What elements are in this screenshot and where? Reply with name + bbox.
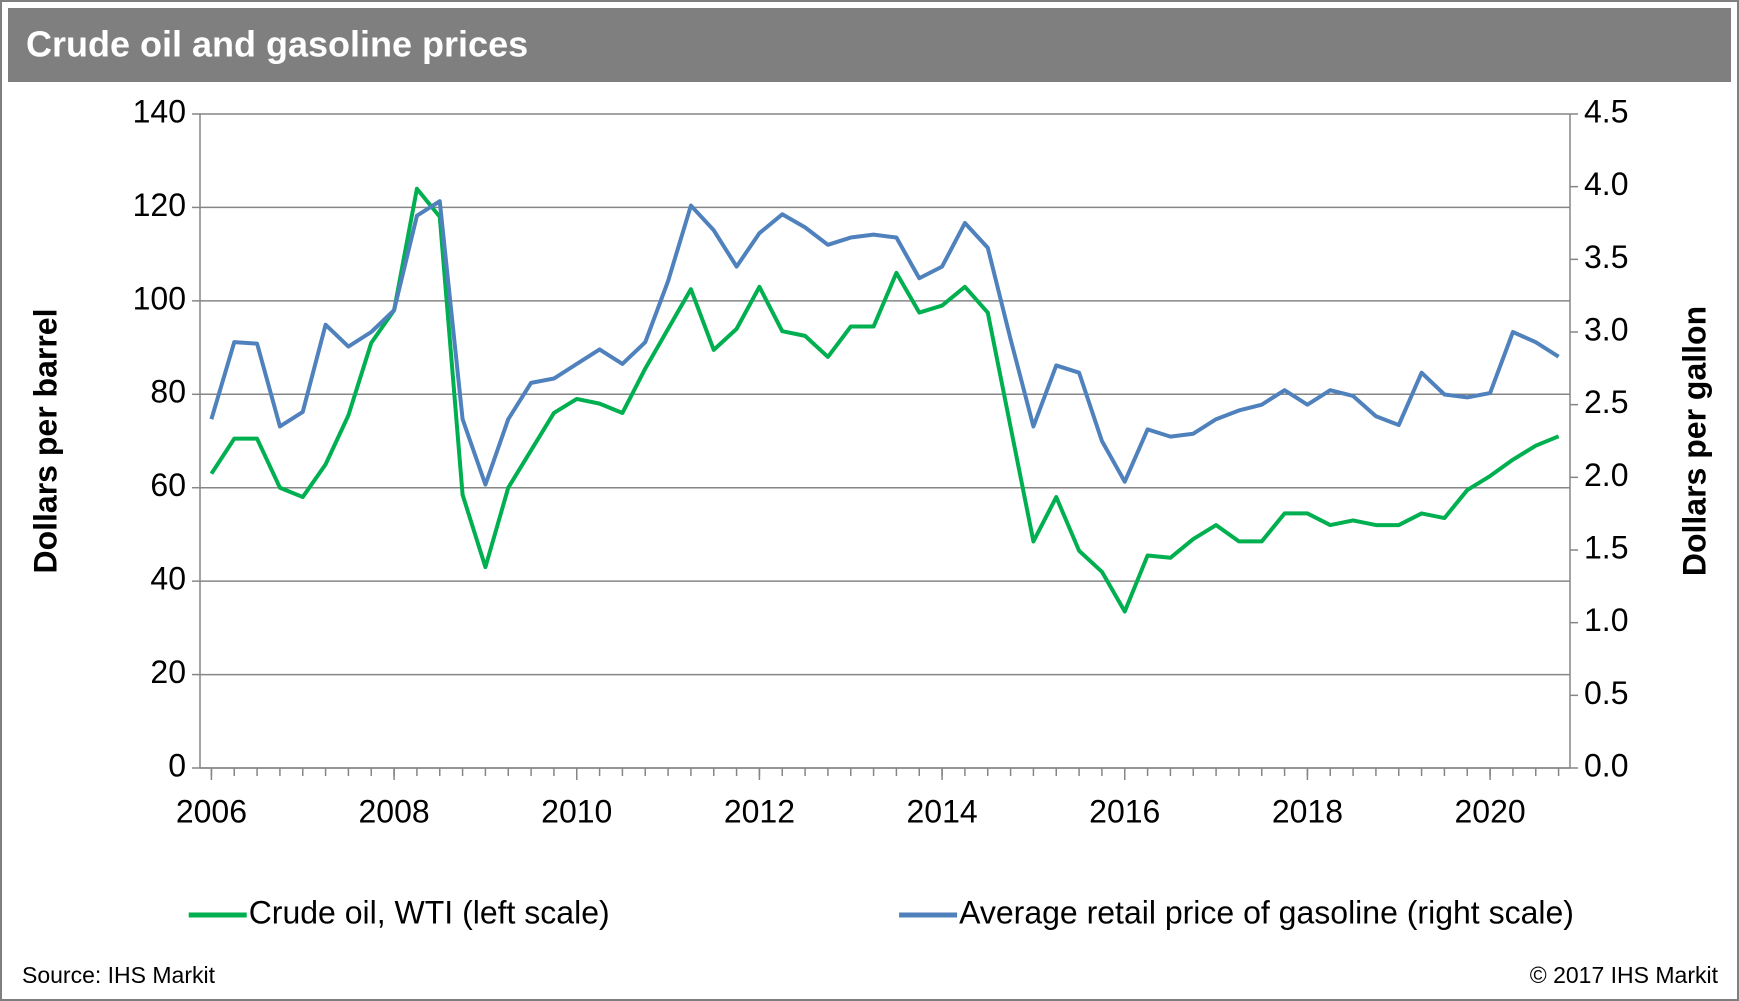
x-tick-label: 2020 xyxy=(1454,793,1525,829)
y2-tick-label: 1.5 xyxy=(1584,529,1628,565)
y2-tick-label: 0.5 xyxy=(1584,675,1628,711)
y2-tick-label: 3.5 xyxy=(1584,239,1628,275)
y-tick-label: 20 xyxy=(150,654,186,690)
y2-tick-label: 0.0 xyxy=(1584,747,1628,783)
y-tick-label: 0 xyxy=(168,747,186,783)
legend-label: Crude oil, WTI (left scale) xyxy=(249,894,610,930)
x-tick-label: 2014 xyxy=(906,793,977,829)
legend-label: Average retail price of gasoline (right … xyxy=(959,894,1574,930)
x-tick-label: 2008 xyxy=(358,793,429,829)
source-note: Source: IHS Markit xyxy=(22,962,216,988)
x-tick-label: 2010 xyxy=(541,793,612,829)
x-tick-label: 2018 xyxy=(1272,793,1343,829)
header-bar xyxy=(8,8,1731,82)
y-tick-label: 40 xyxy=(150,561,186,597)
y-tick-label: 140 xyxy=(133,93,186,129)
y2-axis-title: Dollars per gallon xyxy=(1676,306,1712,576)
y-tick-label: 60 xyxy=(150,467,186,503)
y2-tick-label: 2.5 xyxy=(1584,384,1628,420)
y-tick-label: 80 xyxy=(150,374,186,410)
chart-title: Crude oil and gasoline prices xyxy=(26,24,528,65)
x-tick-label: 2006 xyxy=(176,793,247,829)
x-tick-label: 2012 xyxy=(724,793,795,829)
y2-tick-label: 4.5 xyxy=(1584,93,1628,129)
y-tick-label: 120 xyxy=(133,187,186,223)
y-axis-title: Dollars per barrel xyxy=(27,309,63,574)
y2-tick-label: 4.0 xyxy=(1584,166,1628,202)
y-tick-label: 100 xyxy=(133,280,186,316)
y2-tick-label: 3.0 xyxy=(1584,311,1628,347)
series-line xyxy=(209,199,1560,487)
x-tick-label: 2016 xyxy=(1089,793,1160,829)
copyright-note: © 2017 IHS Markit xyxy=(1530,962,1719,988)
y2-tick-label: 2.0 xyxy=(1584,457,1628,493)
y2-tick-label: 1.0 xyxy=(1584,602,1628,638)
series-line xyxy=(209,186,1560,614)
